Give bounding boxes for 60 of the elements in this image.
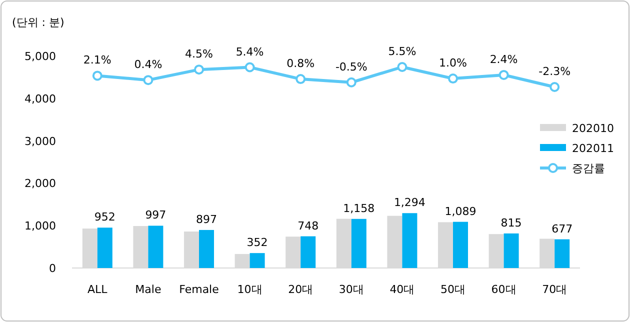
- y-tick-label: 5,000: [24, 50, 56, 63]
- data-label: 1.0%: [439, 56, 467, 70]
- x-tick-label: 30대: [338, 283, 364, 296]
- y-tick-label: 3,000: [24, 134, 56, 148]
- legend-label: 증감률: [572, 162, 605, 175]
- data-label: 2.4%: [490, 52, 518, 66]
- data-label: 352: [246, 236, 268, 250]
- x-tick-label: 10대: [237, 283, 262, 296]
- data-label: 1,089: [444, 204, 476, 218]
- bar: [554, 239, 570, 268]
- data-label: 815: [500, 216, 522, 230]
- y-axis-title: (단위 : 분): [12, 16, 64, 29]
- bar: [97, 228, 112, 268]
- bar: [504, 233, 519, 268]
- data-label: 5.5%: [388, 45, 416, 58]
- bar: [300, 236, 316, 268]
- x-tick-label: 50대: [440, 283, 466, 296]
- data-label: 997: [145, 208, 166, 222]
- y-tick-label: 0: [49, 262, 56, 275]
- data-label: 952: [94, 210, 116, 224]
- data-label: 677: [552, 222, 573, 236]
- data-label: 1,294: [394, 196, 426, 210]
- data-label: 897: [196, 212, 217, 226]
- bar: [402, 213, 418, 268]
- y-tick-label: 2,000: [24, 177, 56, 190]
- data-label: 748: [298, 219, 319, 232]
- data-label: -0.5%: [335, 60, 368, 74]
- legend-label: 202011: [572, 142, 614, 155]
- bar: [351, 218, 366, 268]
- data-label: 1,158: [343, 202, 375, 215]
- x-tick-label: 70대: [542, 283, 568, 296]
- point: [498, 70, 509, 80]
- point: [92, 70, 102, 81]
- x-tick-label: ALL: [88, 283, 108, 296]
- point: [448, 74, 458, 84]
- y-tick-label: 4,000: [24, 92, 56, 106]
- x-tick-label: Female: [179, 283, 220, 296]
- point: [194, 64, 204, 75]
- data-label: 0.4%: [134, 58, 162, 72]
- data-label: 4.5%: [185, 48, 213, 61]
- data-label: 5.4%: [236, 45, 264, 58]
- x-tick-label: 60대: [491, 283, 516, 296]
- point: [397, 62, 408, 72]
- bar: [148, 226, 164, 268]
- x-tick-label: 20대: [288, 283, 314, 296]
- data-label: -2.3%: [538, 65, 571, 78]
- x-tick-label: Male: [135, 283, 162, 296]
- y-tick-label: 1,000: [24, 220, 56, 233]
- point: [296, 74, 306, 84]
- legend-label: 202010: [572, 122, 614, 135]
- bar: [250, 253, 265, 268]
- bar: [453, 222, 468, 268]
- point: [143, 75, 154, 86]
- bar: [199, 230, 214, 268]
- data-label: 0.8%: [286, 57, 315, 70]
- point: [550, 82, 560, 92]
- data-label: 2.1%: [83, 54, 112, 67]
- point: [244, 62, 255, 72]
- x-tick-label: 40대: [390, 283, 415, 296]
- point: [346, 77, 356, 88]
